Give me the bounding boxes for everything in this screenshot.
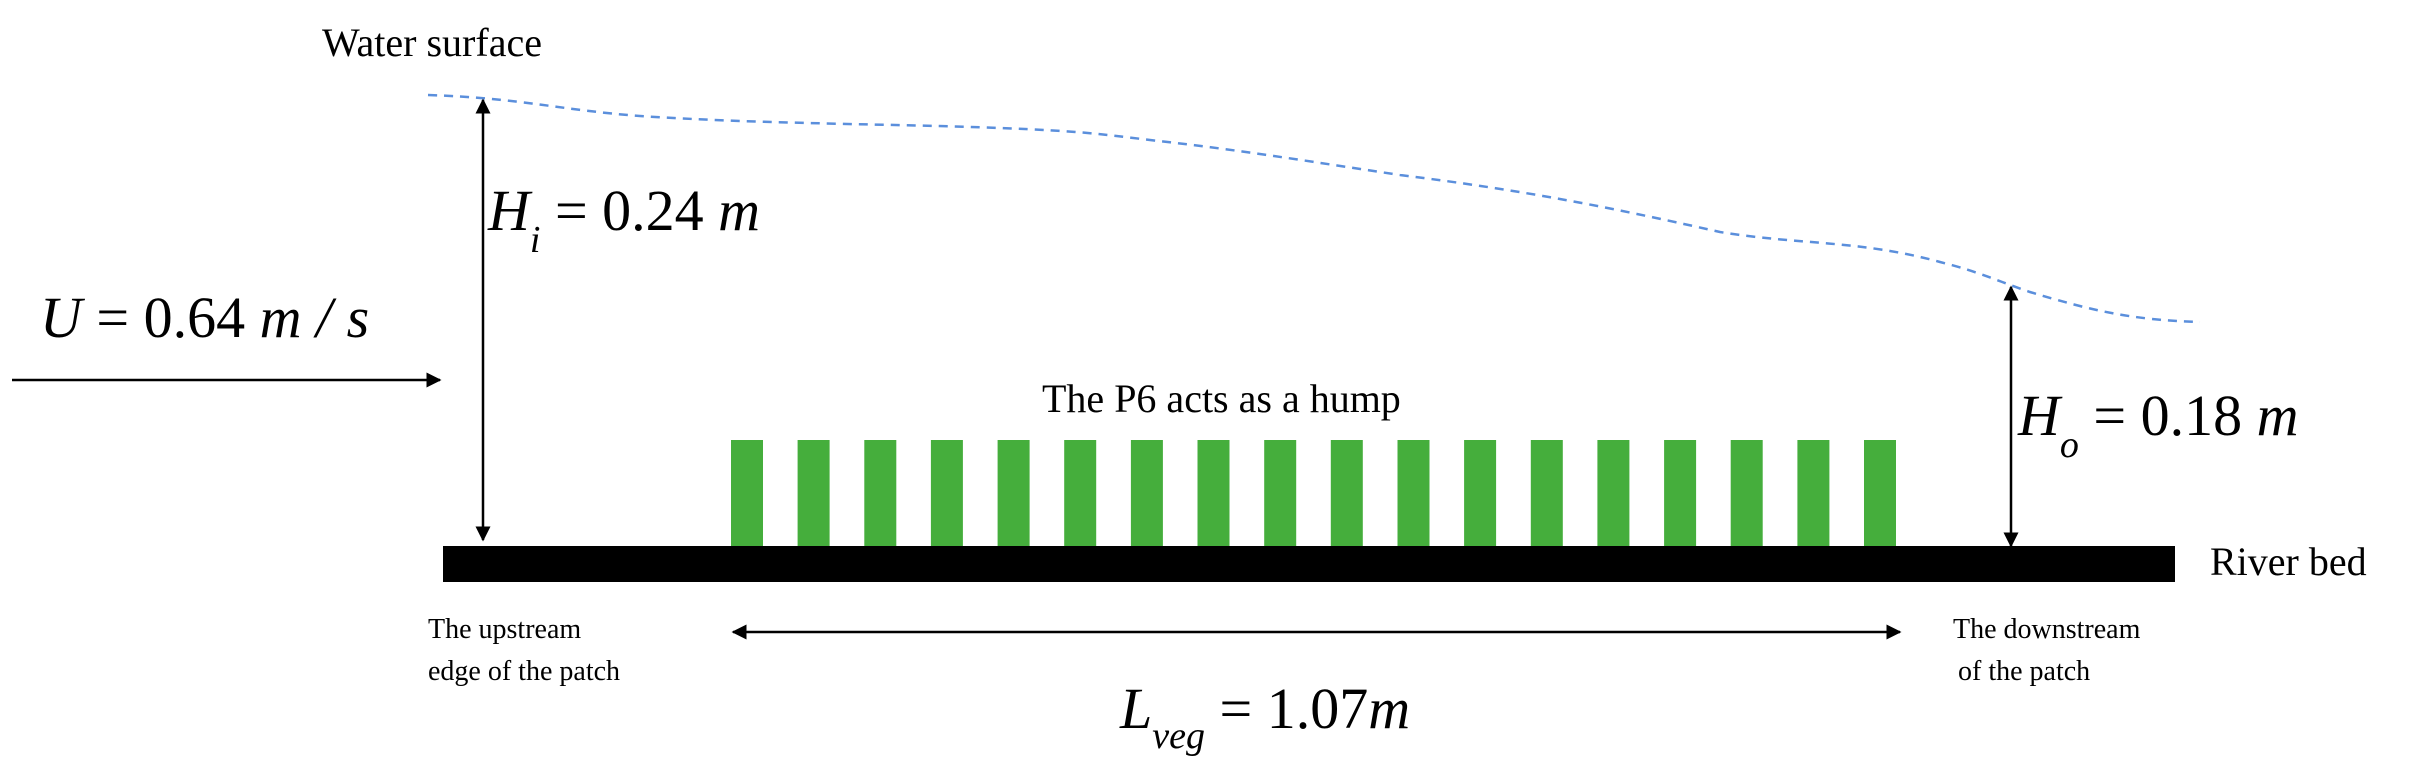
downstream-label-line2: of the patch [1958, 656, 2090, 687]
vegetation-stem [997, 440, 1030, 546]
vegetation-stem [1397, 440, 1430, 546]
velocity-label: U = 0.64 m / s [40, 285, 369, 350]
hump-label: The P6 acts as a hump [1042, 376, 1401, 421]
vegetation-stem [1130, 440, 1163, 546]
vegetation-patch [731, 440, 1896, 546]
vegetation-stem [930, 440, 963, 546]
vegetation-stem [1464, 440, 1497, 546]
vegetation-stem [1730, 440, 1763, 546]
vegetation-stem [1597, 440, 1630, 546]
river-bed [443, 546, 2175, 582]
vegetation-stem [1797, 440, 1830, 546]
outflow-depth-label: Ho = 0.18 m [2017, 383, 2299, 466]
inflow-depth-label: Hi = 0.24 m [487, 178, 760, 261]
vegetation-stem [1664, 440, 1697, 546]
vegetation-stem [797, 440, 830, 546]
vegetation-stem [1197, 440, 1230, 546]
water-surface-line [427, 93, 2201, 324]
upstream-edge-label-line1: The upstream [428, 614, 581, 645]
river-bed-label: River bed [2210, 539, 2367, 584]
vegetation-stem [731, 440, 763, 546]
downstream-label-line1: The downstream [1953, 614, 2141, 645]
vegetation-stem [1864, 440, 1896, 546]
upstream-edge-label-line2: edge of the patch [428, 656, 620, 687]
vegetation-stem [1530, 440, 1563, 546]
vegetation-stem [1264, 440, 1297, 546]
vegetation-stem [864, 440, 897, 546]
patch-length-label: Lveg = 1.07m [1119, 676, 1410, 757]
water-surface-label: Water surface [322, 20, 542, 65]
vegetation-stem [1064, 440, 1097, 546]
vegetation-stem [1330, 440, 1363, 546]
